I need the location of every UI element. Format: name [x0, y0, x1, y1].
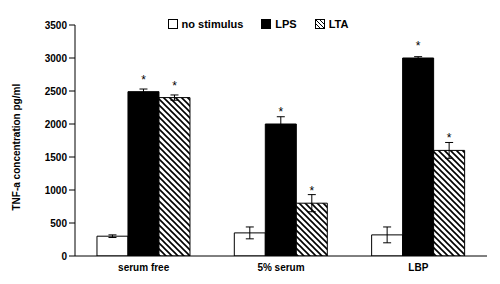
- html-text:no stimulus: no stimulus: [181, 18, 244, 30]
- svg-text:3000: 3000: [45, 53, 68, 64]
- svg-text:LBP: LBP: [408, 262, 428, 273]
- svg-text:2000: 2000: [45, 119, 68, 130]
- svg-text:*: *: [309, 184, 314, 198]
- svg-text:*: *: [172, 79, 177, 93]
- svg-text:*: *: [447, 131, 452, 145]
- svg-text:3500: 3500: [45, 20, 68, 31]
- svg-text:2500: 2500: [45, 86, 68, 97]
- svg-text:500: 500: [50, 218, 67, 229]
- svg-text:serum free: serum free: [118, 262, 170, 273]
- html-text:LTA: LTA: [328, 18, 349, 30]
- svg-text:1500: 1500: [45, 152, 68, 163]
- svg-text:*: *: [278, 105, 283, 119]
- svg-text:0: 0: [61, 251, 67, 262]
- svg-text:TNF-a concentration pg/ml: TNF-a concentration pg/ml: [11, 84, 22, 211]
- svg-text:*: *: [141, 73, 146, 87]
- svg-text:1000: 1000: [45, 185, 68, 196]
- svg-text:*: *: [416, 39, 421, 53]
- svg-text:5% serum: 5% serum: [257, 262, 304, 273]
- html-text:LPS: LPS: [275, 18, 297, 30]
